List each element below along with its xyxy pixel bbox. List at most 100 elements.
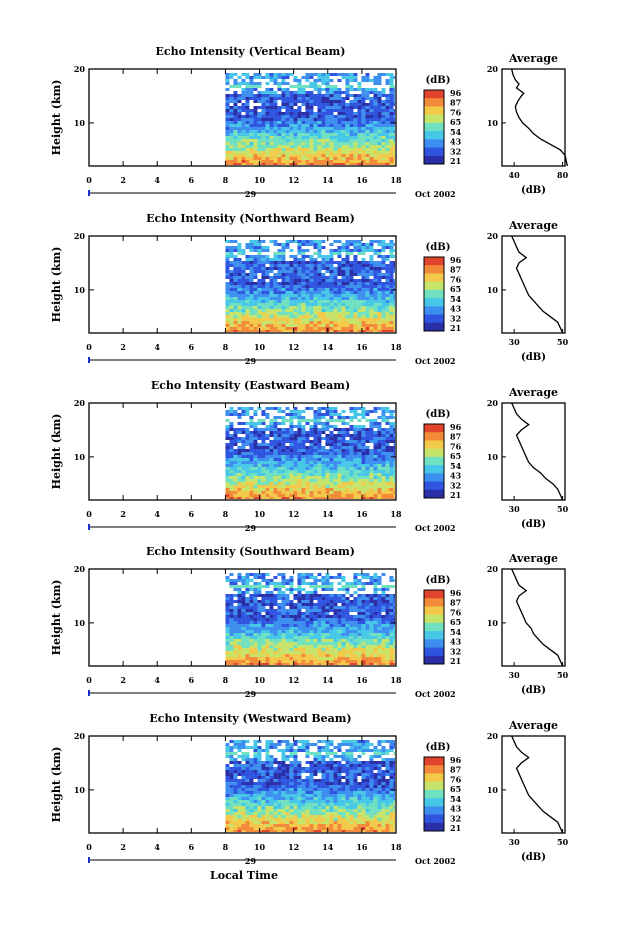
heatmap-frame — [88, 235, 397, 334]
colorbar-swatch — [424, 590, 444, 599]
x-tick-label: 12 — [288, 342, 299, 352]
x-tick-label: 0 — [86, 342, 92, 352]
average-y-tick-label: 20 — [487, 231, 499, 241]
average-x-tick-label: 40 — [509, 170, 521, 180]
average-x-tick-label: 30 — [509, 337, 521, 347]
x-tick-label: 16 — [356, 175, 368, 185]
colorbar-tick-label: 96 — [450, 88, 462, 98]
y-tick-label: 10 — [74, 618, 86, 628]
colorbar-swatch — [424, 622, 444, 632]
average-frame — [501, 568, 566, 667]
y-axis-label: Height (km) — [50, 414, 63, 490]
colorbar-swatch — [424, 265, 444, 274]
colorbar-tick-label: 21 — [450, 323, 461, 333]
x-tick-label: 12 — [288, 842, 299, 852]
colorbar-tick-label: 76 — [450, 441, 462, 451]
colorbar-swatch — [424, 822, 444, 832]
colorbar-swatch — [424, 655, 444, 665]
average-y-tick-label: 10 — [487, 118, 499, 128]
x-tick-label: 4 — [154, 509, 160, 519]
heatmap-frame — [88, 68, 397, 167]
x-tick-label: 0 — [86, 842, 92, 852]
x-tick-label: 12 — [288, 175, 299, 185]
y-tick-label: 20 — [74, 64, 86, 74]
average-x-tick-label: 50 — [557, 504, 569, 514]
x-tick-label: 18 — [390, 675, 402, 685]
colorbar-tick-label: 43 — [450, 471, 462, 481]
colorbar-swatch — [424, 481, 444, 491]
x-tick-label: 10 — [254, 509, 266, 519]
colorbar-swatch — [424, 322, 444, 332]
day-label: 29 — [245, 689, 257, 699]
colorbar-tick-label: 32 — [450, 480, 461, 490]
x-tick-label: 2 — [120, 509, 126, 519]
y-tick-label: 10 — [74, 285, 86, 295]
colorbar-swatch — [424, 298, 444, 307]
colorbar-tick-label: 54 — [450, 461, 462, 471]
colorbar-swatch — [424, 273, 444, 283]
colorbar-tick-label: 43 — [450, 804, 462, 814]
panel-title: Echo Intensity (Westward Beam) — [149, 712, 351, 725]
colorbar-frame — [423, 756, 445, 832]
colorbar-swatch — [424, 781, 444, 791]
colorbar-tick-label: 43 — [450, 137, 462, 147]
heatmap-frame — [88, 568, 397, 667]
colorbar-swatch — [424, 798, 444, 807]
x-tick-label: 10 — [254, 842, 266, 852]
colorbar-swatch — [424, 757, 444, 766]
x-tick-label: 16 — [356, 342, 368, 352]
colorbar-swatch — [424, 489, 444, 499]
x-tick-label: 10 — [254, 675, 266, 685]
x-tick-label: 4 — [154, 842, 160, 852]
panel-title: Echo Intensity (Eastward Beam) — [151, 379, 350, 392]
heatmap-cells — [225, 407, 395, 499]
x-tick-label: 0 — [86, 509, 92, 519]
date-label: Oct 2002 — [415, 856, 456, 866]
colorbar-tick-label: 43 — [450, 304, 462, 314]
date-label: Oct 2002 — [415, 189, 456, 199]
colorbar-frame — [423, 589, 445, 665]
colorbar-frame — [423, 89, 445, 165]
colorbar-tick-label: 87 — [450, 598, 461, 608]
heatmap-cells — [225, 73, 395, 165]
average-y-tick-label: 20 — [487, 398, 499, 408]
colorbar-tick-label: 43 — [450, 637, 462, 647]
x-tick-label: 10 — [254, 342, 266, 352]
average-profile-line — [511, 735, 564, 834]
colorbar-tick-label: 65 — [450, 117, 461, 127]
x-tick-label: 8 — [223, 342, 229, 352]
panel-0: Echo Intensity (Vertical Beam) 20 10 0 2 4 6 8 1… — [50, 45, 569, 199]
colorbar-tick-label: 76 — [450, 607, 462, 617]
colorbar-tick-label: 65 — [450, 451, 461, 461]
x-tick-label: 14 — [322, 675, 334, 685]
x-tick-label: 18 — [390, 175, 402, 185]
colorbar-tick-label: 65 — [450, 284, 461, 294]
colorbar-tick-label: 87 — [450, 265, 461, 275]
colorbar-unit: (dB) — [426, 409, 451, 420]
colorbar-swatch — [424, 114, 444, 124]
colorbar-swatch — [424, 289, 444, 299]
colorbar-swatch — [424, 98, 444, 107]
x-tick-label: 18 — [390, 342, 402, 352]
colorbar-swatch — [424, 106, 444, 116]
x-tick-label: 6 — [189, 342, 195, 352]
panel-4: Echo Intensity (Westward Beam) 20 10 0 2 4 6 8 1… — [50, 712, 569, 866]
average-y-tick-label: 20 — [487, 731, 499, 741]
day-label: 29 — [245, 856, 257, 866]
average-x-tick-label: 30 — [509, 837, 521, 847]
x-tick-label: 16 — [356, 509, 368, 519]
colorbar-swatch — [424, 155, 444, 165]
x-tick-label: 16 — [356, 842, 368, 852]
colorbar-swatch — [424, 147, 444, 157]
y-axis-label: Height (km) — [50, 747, 63, 823]
x-tick-label: 6 — [189, 675, 195, 685]
average-title: Average — [508, 719, 558, 732]
x-tick-label: 14 — [322, 342, 334, 352]
colorbar-tick-label: 21 — [450, 656, 461, 666]
x-tick-label: 0 — [86, 675, 92, 685]
average-x-label: (dB) — [521, 185, 546, 196]
x-tick-label: 6 — [189, 175, 195, 185]
y-tick-label: 10 — [74, 118, 86, 128]
colorbar-swatch — [424, 424, 444, 433]
colorbar-unit: (dB) — [426, 75, 451, 86]
